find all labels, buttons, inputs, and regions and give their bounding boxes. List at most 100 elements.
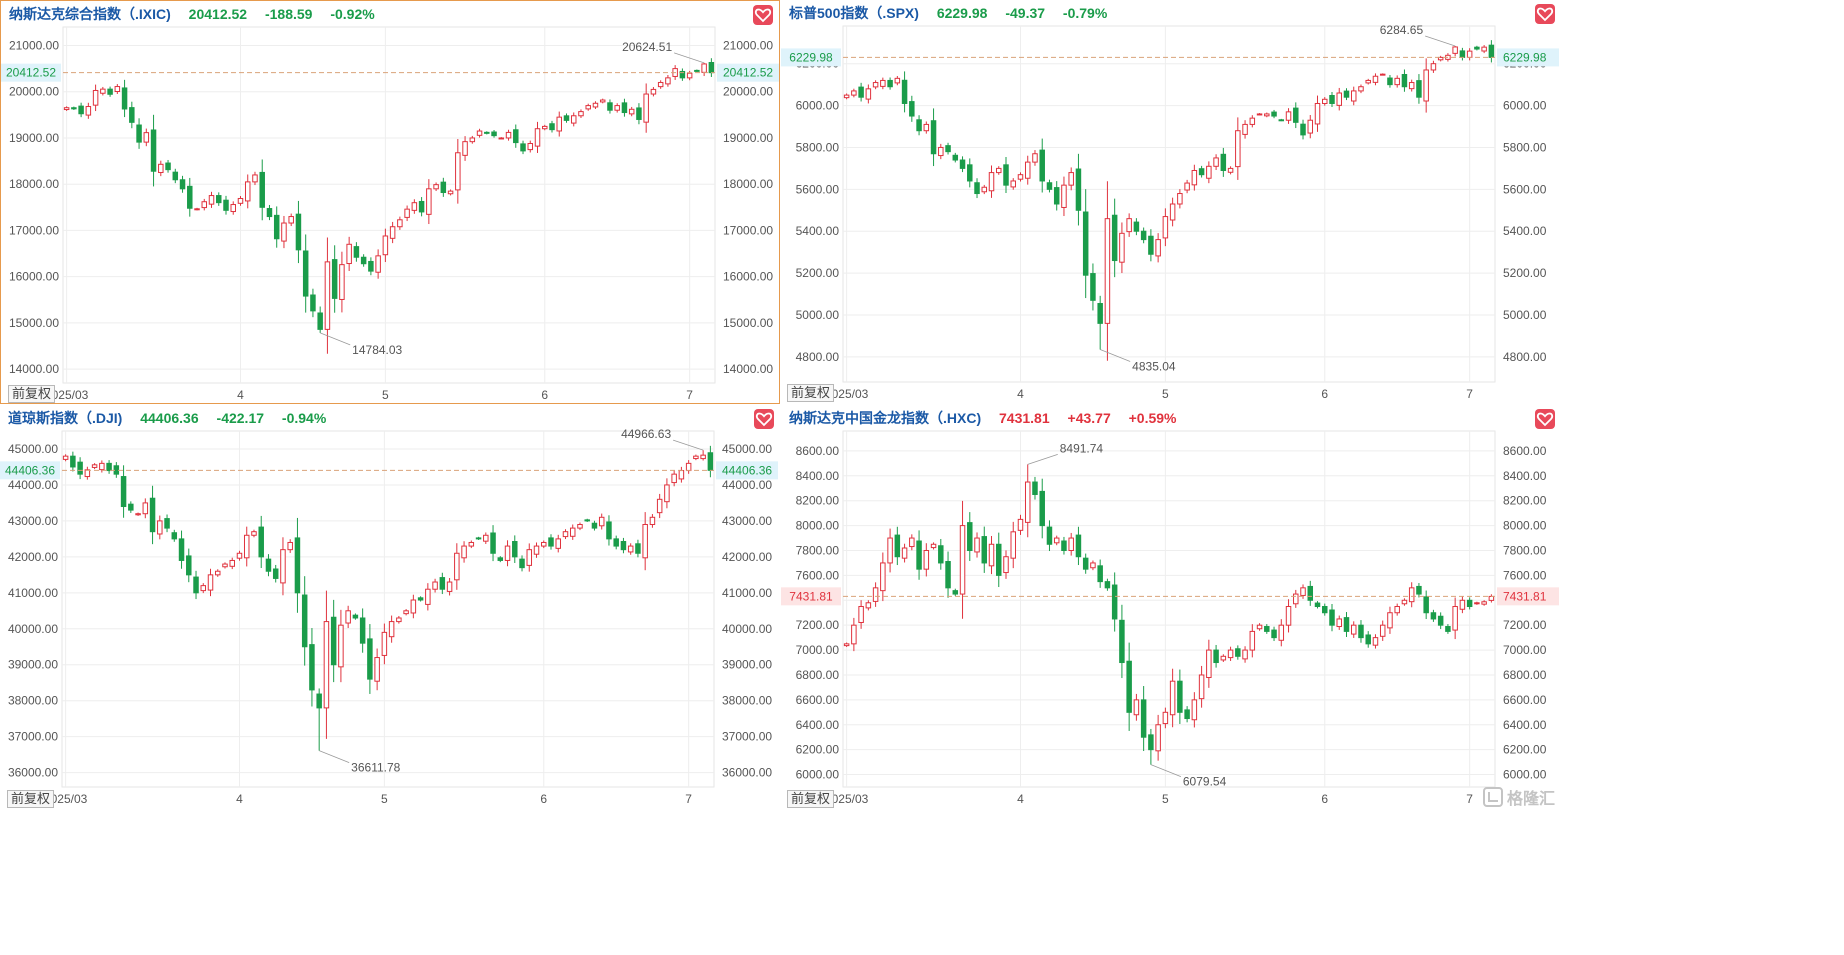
candle-body	[657, 81, 664, 88]
candle-body	[1003, 164, 1009, 186]
candle-body	[1177, 193, 1183, 205]
candle-body	[158, 163, 164, 174]
y-tick-label-left: 42000.00	[8, 550, 58, 564]
candle-body	[258, 526, 264, 558]
candlestick-chart[interactable]: 14000.00 14000.00 15000.00 15000.00 16000.00…	[1, 1, 779, 403]
plot-area	[61, 430, 715, 788]
y-tick-label-left: 5000.00	[796, 308, 840, 322]
max-price-label: 20624.51	[622, 40, 672, 54]
plot-area	[62, 26, 716, 384]
candle-body	[1264, 626, 1270, 632]
candle-body	[1285, 111, 1292, 121]
y-tick-label-right: 43000.00	[722, 514, 772, 528]
min-price-label: 6079.54	[1183, 775, 1227, 789]
last-price-label-right: 44406.36	[722, 463, 772, 477]
chart-panel-ixic[interactable]: 纳斯达克综合指数（.IXIC) 20412.52 -188.59 -0.92% …	[0, 0, 780, 404]
candle-body	[1053, 537, 1060, 544]
adjust-button[interactable]: 前复权	[7, 790, 55, 808]
candle-body	[894, 534, 901, 558]
candle-body	[1104, 218, 1111, 324]
candle-body	[1249, 630, 1256, 651]
y-tick-label-left: 7000.00	[796, 643, 840, 657]
candle-body	[1408, 587, 1415, 603]
candle-body	[974, 537, 980, 553]
candlestick-chart[interactable]: 4800.00 4800.00 5000.00 5000.00 5200.00 5200.…	[781, 0, 1561, 404]
candle-body	[63, 107, 70, 111]
candle-body	[317, 312, 323, 330]
favorite-button[interactable]	[1535, 409, 1555, 429]
candle-body	[1242, 649, 1248, 660]
candle-body	[491, 131, 497, 137]
candle-body	[707, 452, 714, 471]
candle-body	[843, 94, 850, 99]
last-price-badge-left	[1, 63, 61, 82]
candle-body	[1032, 481, 1038, 495]
candle-body	[1111, 214, 1118, 262]
candle-body	[988, 543, 995, 567]
y-tick-label-left: 43000.00	[8, 514, 58, 528]
index-change-pct: +0.59%	[1128, 410, 1177, 426]
y-tick-label-left: 40000.00	[8, 622, 58, 636]
candle-body	[865, 602, 872, 609]
candle-body	[578, 111, 584, 117]
index-title[interactable]: 道琼斯指数（.DJI)	[8, 410, 123, 426]
index-title[interactable]: 标普500指数（.SPX)	[789, 5, 919, 21]
y-tick-label-right: 6000.00	[1503, 768, 1547, 782]
candle-body	[259, 171, 265, 208]
candle-body	[569, 527, 576, 537]
candle-body	[1379, 73, 1386, 76]
candle-body	[1256, 113, 1263, 116]
index-title[interactable]: 纳斯达克综合指数（.IXIC)	[9, 6, 171, 22]
candle-body	[614, 105, 620, 111]
candle-body	[938, 545, 944, 564]
adjust-button[interactable]: 前复权	[8, 385, 56, 403]
candlestick-chart[interactable]: 6000.00 6000.00 6200.00 6200.00 6400.00 6400.…	[781, 405, 1561, 811]
candle-body	[1285, 606, 1292, 626]
candle-body	[1408, 82, 1415, 90]
candle-body	[1459, 599, 1466, 610]
candle-body	[418, 200, 425, 213]
candle-body	[454, 552, 460, 581]
y-tick-label-left: 21000.00	[9, 38, 59, 52]
adjust-button[interactable]: 前复权	[787, 384, 835, 402]
chart-panel-dji[interactable]: 道琼斯指数（.DJI) 44406.36 -422.17 -0.94% 3600…	[0, 405, 780, 811]
candle-body	[1162, 711, 1169, 725]
candle-body	[129, 107, 135, 123]
candle-body	[679, 70, 686, 79]
y-tick-label-right: 8600.00	[1503, 444, 1547, 458]
last-price-badge-left	[781, 587, 841, 606]
chart-panel-hxc[interactable]: 纳斯达克中国金龙指数（.HXC) 7431.81 +43.77 +0.59% 6…	[781, 405, 1561, 811]
candle-body	[1437, 56, 1444, 61]
candle-body	[872, 587, 879, 602]
adjust-button[interactable]: 前复权	[787, 790, 835, 808]
favorite-button[interactable]	[754, 409, 774, 429]
y-tick-label-left: 8400.00	[796, 469, 840, 483]
candle-body	[1140, 230, 1147, 241]
candle-body	[519, 558, 525, 569]
index-change-pct: -0.92%	[330, 6, 375, 22]
index-title[interactable]: 纳斯达克中国金龙指数（.HXC)	[789, 410, 982, 426]
y-tick-label-right: 7000.00	[1503, 643, 1547, 657]
candle-body	[1177, 680, 1183, 713]
candle-body	[694, 69, 700, 72]
candle-body	[324, 261, 331, 330]
index-price: 6229.98	[936, 5, 988, 21]
candle-body	[981, 186, 988, 193]
candle-body	[1452, 46, 1458, 54]
candle-body	[974, 182, 980, 195]
candle-body	[1213, 157, 1219, 167]
candle-body	[301, 594, 308, 648]
last-price-label-right: 7431.81	[1503, 589, 1547, 603]
chart-panel-spx[interactable]: 标普500指数（.SPX) 6229.98 -49.37 -0.79% 4800…	[781, 0, 1561, 404]
candlestick-chart[interactable]: 36000.00 36000.00 37000.00 37000.00 38000.00…	[0, 405, 780, 811]
x-tick-label: 4	[236, 792, 243, 806]
candle-body	[345, 610, 351, 624]
candle-body	[1061, 184, 1067, 208]
min-price-leader	[320, 332, 351, 346]
plot-area	[842, 25, 1496, 383]
favorite-button[interactable]	[753, 5, 773, 25]
candle-body	[1206, 165, 1212, 179]
candle-body	[244, 181, 251, 202]
candle-body	[1206, 649, 1212, 679]
favorite-button[interactable]	[1535, 4, 1555, 24]
